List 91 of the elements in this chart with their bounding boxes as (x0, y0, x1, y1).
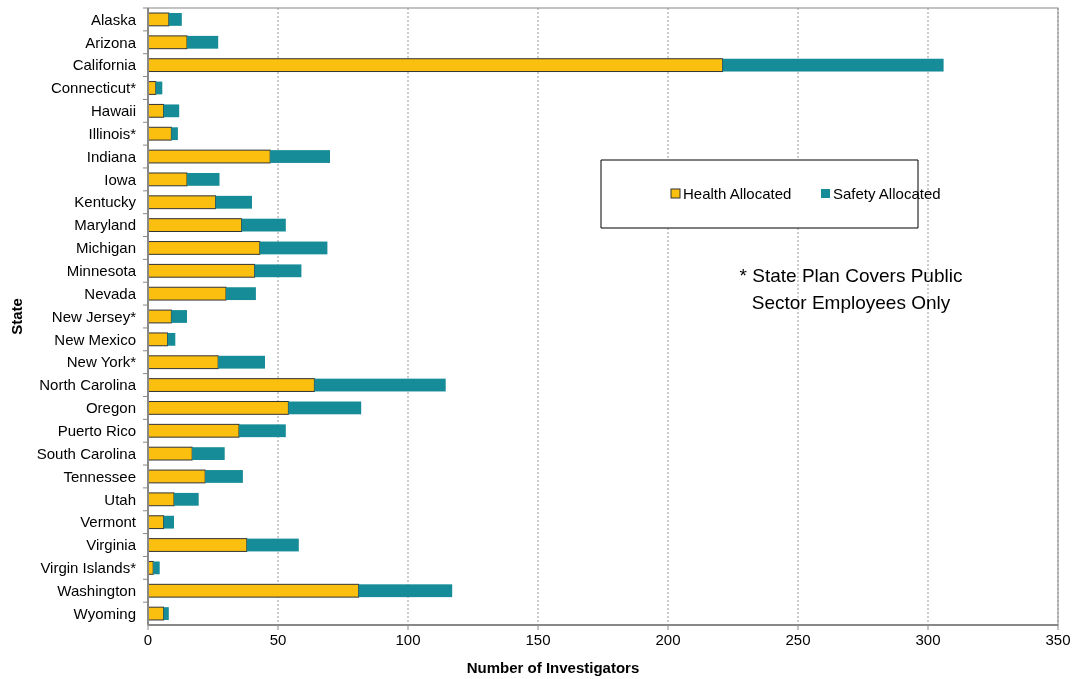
bar (187, 35, 219, 49)
bar (246, 538, 299, 552)
bar (147, 58, 724, 73)
x-tick-label: 50 (269, 631, 287, 648)
x-tick-label: 150 (525, 631, 551, 648)
y-tick-label: Virginia (86, 536, 137, 554)
bar (168, 13, 182, 26)
bar (174, 492, 199, 506)
y-axis-title: State (8, 298, 25, 335)
bar (153, 561, 160, 575)
y-tick-label: Alaska (90, 10, 137, 28)
bar (147, 241, 261, 255)
y-tick-label: Vermont (80, 513, 137, 531)
y-tick-label: North Carolina (39, 376, 137, 394)
bar (147, 423, 240, 438)
bar (147, 492, 175, 507)
bar (147, 103, 165, 118)
y-tick-label: Oregon (85, 399, 136, 417)
y-tick-label: New Jersey* (51, 307, 137, 325)
bar (147, 309, 172, 324)
bar (239, 424, 286, 438)
x-tick-label: 300 (915, 631, 941, 648)
y-tick-label: Iowa (104, 170, 137, 188)
bar (226, 287, 256, 301)
legend-label: Health Allocated (683, 185, 792, 203)
bar (187, 172, 220, 186)
y-tick-label: Utah (104, 490, 136, 508)
x-axis-title: Number of Investigators (466, 659, 640, 676)
y-tick-label: Minnesota (66, 262, 137, 280)
bar (218, 355, 265, 369)
annotation: * State Plan Covers Public Sector Employees Only (739, 265, 963, 313)
bar (147, 606, 165, 621)
y-tick-label: Maryland (74, 216, 136, 234)
bar (171, 310, 187, 323)
bar (167, 332, 176, 346)
bar (259, 241, 328, 255)
y-tick-label: Illinois* (88, 124, 137, 142)
bar (147, 172, 188, 187)
y-tick-label: South Carolina (36, 444, 137, 462)
y-tick-label: Arizona (85, 33, 137, 51)
bar (215, 195, 252, 209)
bar (270, 150, 330, 163)
bar (205, 470, 243, 483)
bar (147, 446, 193, 461)
y-tick-label: Puerto Rico (57, 422, 136, 440)
bar (147, 149, 271, 164)
bar (163, 607, 169, 620)
x-tick-label: 200 (655, 631, 681, 648)
y-tick-label: Connecticut* (50, 79, 137, 97)
y-tick-label: Wyoming (73, 604, 136, 622)
y-tick-label: New Mexico (54, 330, 136, 348)
y-tick-label: Nevada (84, 284, 137, 302)
bar (147, 263, 256, 278)
x-tick-label: 250 (785, 631, 811, 648)
bar (147, 35, 188, 50)
bar (147, 378, 315, 392)
bar (147, 469, 206, 484)
bar (147, 538, 248, 552)
y-tick-label: Virgin Islands* (40, 559, 137, 577)
bar (147, 12, 170, 27)
y-tick-label: Indiana (86, 147, 137, 165)
bar (147, 355, 219, 370)
bar (147, 515, 165, 530)
bar (147, 401, 289, 415)
bar (163, 104, 180, 118)
bar (241, 218, 286, 232)
bar (163, 515, 174, 529)
bar (722, 58, 944, 72)
bar (358, 584, 453, 598)
x-tick-label: 0 (143, 631, 153, 648)
x-tick-label: 350 (1045, 631, 1071, 648)
bar (288, 401, 362, 415)
bar (192, 447, 225, 461)
y-tick-label: Washington (57, 581, 136, 599)
bar (147, 332, 168, 347)
y-tick-label: New York* (66, 353, 137, 371)
x-tick-label: 100 (395, 631, 421, 648)
bar (147, 126, 172, 141)
bar (147, 195, 217, 210)
bar (314, 378, 446, 392)
bar (147, 583, 360, 598)
bar (147, 218, 243, 232)
y-tick-label: Hawaii (90, 102, 136, 120)
y-tick-label: California (72, 56, 137, 74)
legend-label: Safety Allocated (833, 185, 941, 203)
y-tick-label: Michigan (75, 239, 136, 257)
bar (147, 286, 227, 301)
bar (171, 127, 178, 141)
bar (254, 264, 302, 278)
y-tick-label: Kentucky (74, 193, 137, 211)
y-tick-label: Tennessee (63, 467, 136, 485)
